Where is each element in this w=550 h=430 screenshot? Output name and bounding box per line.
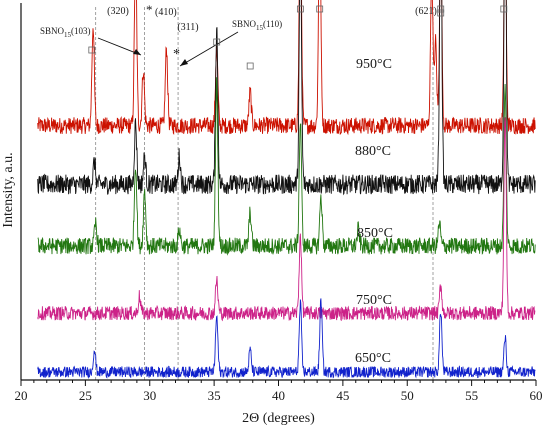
phase-markers [88,5,508,70]
arrow-head-sbno-110 [180,59,188,66]
star-marker-311: * [173,47,180,62]
y-axis-title: Intensity, a.u. [1,152,16,227]
x-tick-label-25: 25 [79,388,92,403]
square-marker-8 [437,9,445,17]
series-line-880c [37,0,536,196]
square-marker-6 [437,5,445,13]
arrow-head-sbno-103 [133,49,141,55]
series-label-880c: 880°C [355,144,391,159]
series-line-750c [37,117,536,322]
miller-label-311: (311) [177,22,198,33]
square-marker-5 [316,5,324,13]
x-tick-label-35: 35 [208,388,221,403]
series-label-750c: 750°C [356,293,392,308]
miller-label-621: (621) [415,6,437,17]
series-line-650c [37,298,536,380]
series-label-650c: 650°C [355,351,391,366]
axes: 20 25 30 35 40 45 50 55 60 2Θ (degrees) Intensity,… [1,3,543,426]
square-marker-7 [500,5,508,13]
square-marker-3 [246,62,254,70]
series-line-950c [37,0,536,136]
sbno-110-label: SBNO15(110) [232,19,282,32]
series-traces [37,0,536,380]
series-label-850c: 850°C [357,226,393,241]
square-marker-1 [88,46,96,54]
square-marker-4 [296,5,304,13]
annotations: (320) * (410) (311) (621) SBNO15(103) SB… [40,2,437,67]
x-tick-label-60: 60 [530,388,543,403]
arrow-sbno-103 [97,37,142,56]
x-tick-label-50: 50 [401,388,414,403]
star-marker-410: * [146,2,153,17]
miller-label-410: (410) [155,7,177,18]
x-tick-label-45: 45 [336,388,349,403]
arrow-sbno-110 [179,31,239,67]
sbno-103-label: SBNO15(103) [40,26,91,39]
x-tick-label-55: 55 [465,388,478,403]
miller-label-320: (320) [107,6,129,17]
series-labels: 950°C 880°C 850°C 750°C 650°C [355,57,393,366]
x-axis-title: 2Θ (degrees) [242,411,315,426]
x-tick-label-30: 30 [143,388,156,403]
series-label-950c: 950°C [356,57,392,72]
series-line-850c [37,77,536,256]
x-tick-label-20: 20 [15,388,28,403]
square-marker-2 [213,38,221,46]
x-tick-label-40: 40 [272,388,285,403]
